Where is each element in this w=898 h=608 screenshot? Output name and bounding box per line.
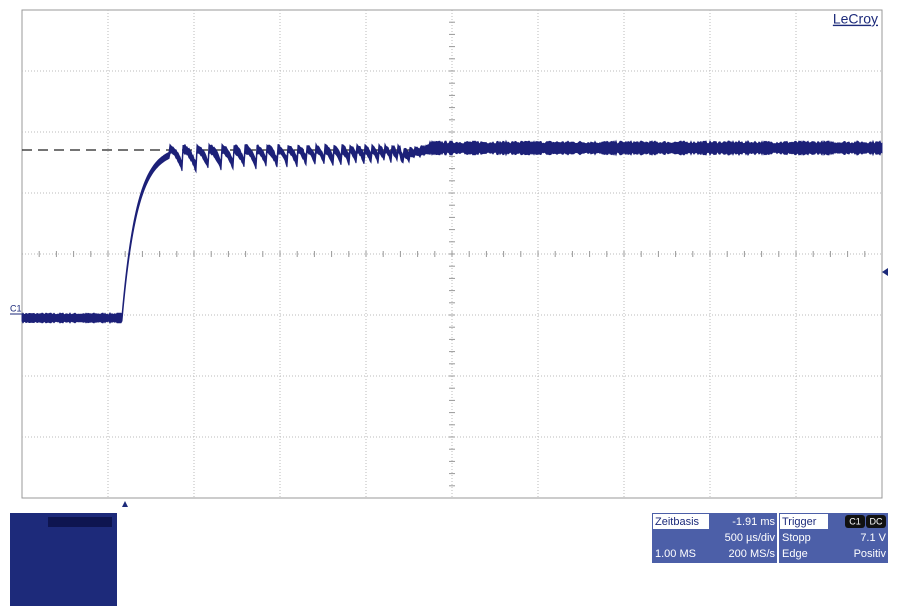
trigger-mode: Stopp	[782, 532, 811, 544]
brand-logo: LeCroy	[833, 11, 878, 27]
timebase-rate: 200 MS/s	[729, 548, 776, 560]
trigger-level: 7.1 V	[860, 532, 886, 544]
trigger-type: Edge	[782, 548, 808, 560]
scope-screen: LeCroy C1 Zeitbasis -1.91 ms 500 µs/div …	[0, 0, 898, 608]
trigger-level-marker	[882, 268, 888, 276]
channel-panel-header	[48, 517, 112, 527]
timebase-points: 1.00 MS	[655, 548, 696, 560]
timebase-title: Zeitbasis	[655, 516, 700, 528]
trigger-slope: Positiv	[854, 548, 887, 560]
timebase-offset: -1.91 ms	[732, 516, 775, 528]
page: LeCroy C1 Zeitbasis -1.91 ms 500 µs/div …	[0, 0, 898, 608]
timebase-scale: 500 µs/div	[725, 532, 776, 544]
trigger-title: Trigger	[782, 516, 817, 528]
trigger-position-marker	[122, 501, 128, 507]
channel-marker: C1	[10, 303, 22, 313]
trigger-coupling: DC	[870, 516, 883, 526]
trigger-channel: C1	[849, 516, 861, 526]
